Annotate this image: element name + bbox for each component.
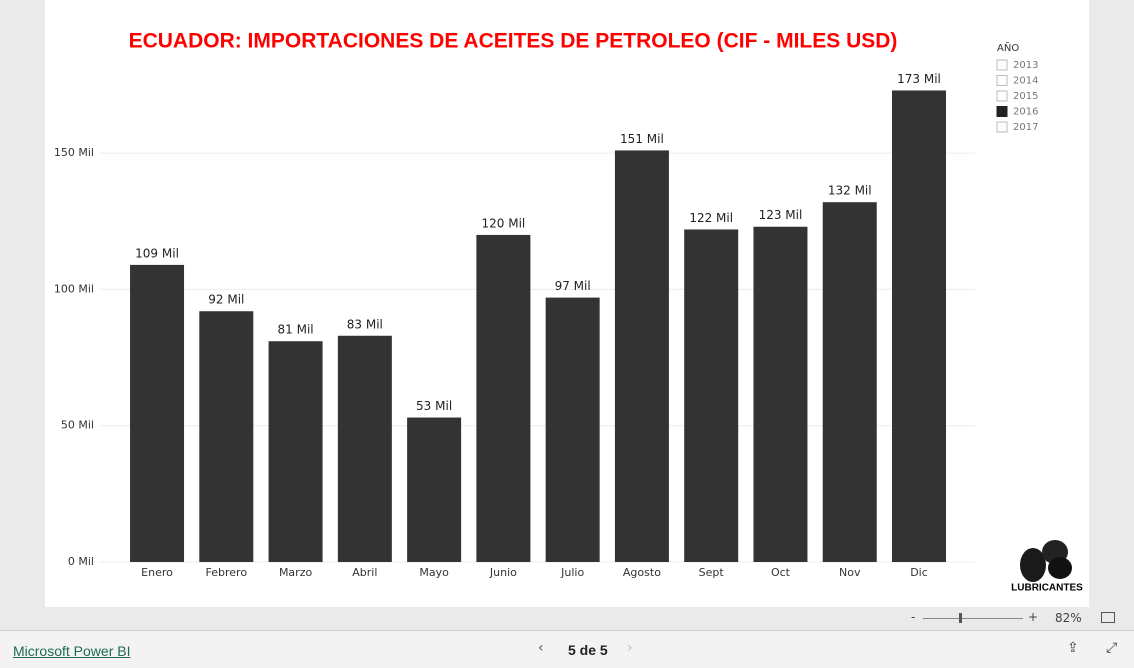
data-label: 120 Mil — [482, 216, 526, 230]
y-tick-label: 0 Mil — [68, 555, 94, 568]
data-label: 132 Mil — [828, 184, 872, 198]
bar — [822, 202, 877, 562]
data-label: 97 Mil — [555, 279, 591, 293]
next-page[interactable]: › — [627, 640, 633, 656]
bar — [130, 264, 185, 562]
page-indicator: 5 de 5 — [568, 642, 608, 658]
zoom-out[interactable]: - — [911, 610, 916, 624]
slicer-checkbox[interactable] — [996, 59, 1008, 71]
slicer-checkbox[interactable] — [996, 90, 1008, 102]
slicer-title: AÑO — [997, 41, 1019, 54]
x-tick-label: Sept — [699, 566, 725, 579]
fullscreen[interactable]: ⤢ — [1106, 640, 1118, 656]
prev-page[interactable]: ‹ — [538, 640, 544, 656]
bar — [892, 90, 947, 563]
data-label: 122 Mil — [689, 211, 733, 225]
data-label: 173 Mil — [897, 72, 941, 86]
slicer-checkbox[interactable] — [996, 75, 1008, 86]
chart-title: ECUADOR: IMPORTACIONES DE ACEITES DE PET… — [129, 30, 898, 53]
data-label: 123 Mil — [759, 208, 803, 222]
bar — [684, 229, 739, 562]
zoom-bar: - + 82% — [0, 607, 1134, 630]
logo: LUBRICANTES — [1011, 540, 1083, 594]
slicer-checkbox[interactable] — [996, 106, 1008, 117]
y-tick-label: 100 Mil — [54, 282, 94, 295]
data-label: 109 Mil — [135, 246, 179, 260]
data-label: 92 Mil — [208, 293, 244, 307]
share[interactable]: ⇪ — [1067, 640, 1079, 656]
slicer-item: 2016 — [1013, 107, 1038, 118]
x-tick-label: Abril — [352, 566, 377, 579]
slicer-item: 2013 — [1013, 60, 1038, 71]
brand-link[interactable]: Microsoft Power BI — [13, 643, 131, 659]
zoom-level: 82% — [1055, 611, 1082, 625]
bar — [545, 297, 600, 562]
x-tick-label: Mayo — [419, 566, 449, 579]
bar — [268, 341, 323, 562]
y-tick-label: 150 Mil — [54, 146, 94, 159]
x-tick-label: Julio — [560, 566, 584, 579]
bar — [476, 234, 531, 562]
x-tick-label: Agosto — [623, 566, 661, 579]
slicer-item: 2017 — [1013, 122, 1038, 133]
x-tick-label: Enero — [141, 566, 173, 579]
x-tick-label: Junio — [489, 566, 517, 579]
x-tick-label: Nov — [839, 566, 861, 579]
zoom-in[interactable]: + — [1028, 610, 1039, 624]
data-label: 151 Mil — [620, 132, 664, 146]
bar — [199, 311, 254, 562]
bar — [614, 150, 669, 562]
logo-label: LUBRICANTES — [1011, 583, 1083, 594]
x-tick-label: Marzo — [279, 566, 313, 579]
footer: Microsoft Power BI ‹ 5 de 5 › ⇪ ⤢ — [0, 630, 1134, 668]
bar — [337, 335, 392, 562]
data-label: 53 Mil — [416, 399, 452, 413]
x-tick-label: Dic — [910, 566, 928, 579]
data-label: 81 Mil — [278, 323, 314, 337]
slicer-item: 2014 — [1013, 76, 1038, 87]
x-tick-label: Febrero — [206, 566, 248, 579]
y-tick-label: 50 Mil — [61, 419, 94, 432]
slicer-checkbox[interactable] — [996, 121, 1008, 133]
slicer-item: 2015 — [1013, 91, 1038, 102]
chart: ECUADOR: IMPORTACIONES DE ACEITES DE PET… — [54, 30, 1083, 594]
fit-page[interactable] — [1101, 612, 1115, 623]
x-tick-label: Oct — [771, 566, 791, 579]
zoom-slider[interactable] — [923, 618, 1023, 619]
zoom-thumb[interactable] — [959, 613, 962, 623]
bar — [753, 226, 808, 563]
data-label: 83 Mil — [347, 317, 383, 331]
bar — [407, 417, 462, 562]
